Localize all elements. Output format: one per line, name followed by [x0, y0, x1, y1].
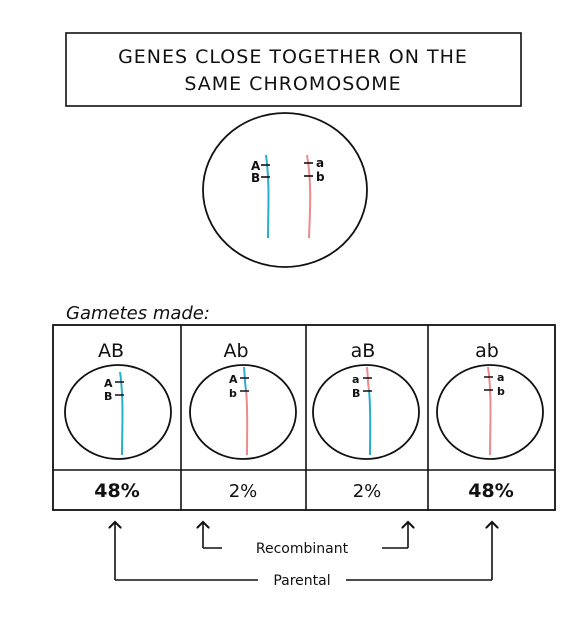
parental-label: Parental: [273, 573, 330, 589]
gamete-allele-2: B: [352, 387, 360, 400]
title-box: [65, 32, 522, 107]
gamete-chromosome: [487, 366, 492, 456]
title-line-2: SAME CHROMOSOME: [184, 73, 401, 95]
gamete-Ab: Ab A b 2%: [189, 340, 297, 502]
gamete-chromosome-red-part: [245, 389, 249, 456]
gamete-allele-1: A: [229, 373, 238, 386]
gamete-cell: [189, 364, 297, 460]
recombinant-bracket: Recombinant: [203, 522, 408, 557]
parent-allele-a: a: [316, 156, 324, 170]
parent-allele-B: B: [251, 171, 260, 185]
gamete-percent: 48%: [468, 480, 513, 502]
gamete-allele-2: b: [497, 385, 505, 398]
gamete-cell: [436, 364, 544, 460]
gamete-header: Ab: [223, 340, 248, 362]
parental-bracket: Parental: [115, 522, 492, 589]
gametes-table: [52, 324, 556, 511]
parent-allele-A: A: [251, 159, 261, 173]
gamete-allele-1: A: [104, 377, 113, 390]
gamete-cell: [312, 364, 420, 460]
gamete-header: ab: [475, 340, 499, 362]
gamete-allele-2: b: [229, 387, 237, 400]
gamete-chromosome-red-part: [366, 366, 370, 391]
gamete-allele-1: a: [497, 371, 504, 384]
gamete-percent: 2%: [353, 481, 382, 502]
gamete-AB: AB A B 48%: [64, 340, 172, 502]
gamete-cell: [64, 364, 172, 460]
gamete-percent: 2%: [229, 481, 258, 502]
gamete-allele-2: B: [104, 390, 112, 403]
parent-chromosome-red: [306, 154, 312, 239]
parent-cell: [202, 112, 368, 268]
gamete-chromosome-blue-part: [243, 366, 247, 391]
gamete-allele-1: a: [352, 373, 359, 386]
gamete-aB: aB a B 2%: [312, 340, 420, 502]
gamete-ab: ab a b 48%: [436, 340, 544, 502]
gametes-label: Gametes made:: [66, 303, 210, 324]
gamete-header: AB: [98, 340, 124, 362]
recombinant-label: Recombinant: [256, 541, 349, 557]
gamete-percent: 48%: [94, 480, 139, 502]
gamete-header: aB: [351, 340, 376, 362]
parent-allele-b: b: [316, 170, 325, 184]
parent-chromosome-blue: [265, 154, 270, 239]
title-line-1: GENES CLOSE TOGETHER ON THE: [118, 46, 468, 68]
gamete-chromosome-blue-part: [368, 389, 372, 456]
gamete-chromosome: [119, 371, 124, 456]
